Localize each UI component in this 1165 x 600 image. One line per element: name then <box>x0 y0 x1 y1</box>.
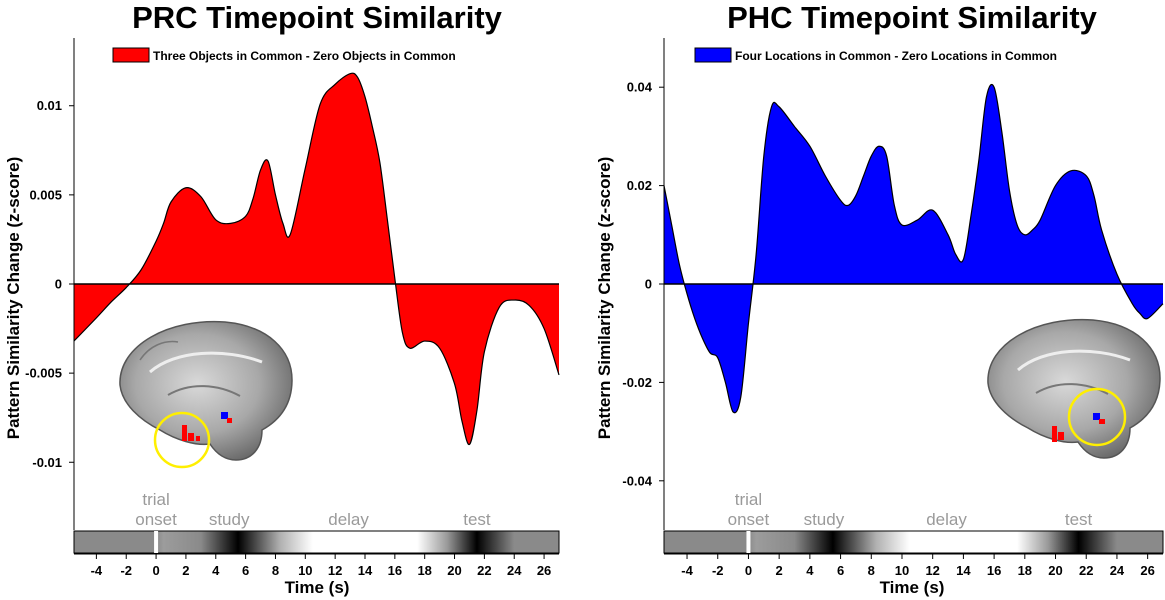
prc-y-tick-label: -0.01 <box>32 455 62 470</box>
prc-x-tick-label: 26 <box>537 563 551 578</box>
prc-legend-label: Three Objects in Common - Zero Objects i… <box>153 49 456 63</box>
prc-x-tick-label: 8 <box>272 563 279 578</box>
phc-trial-label: trial <box>735 490 762 509</box>
phc-y-axis-label: Pattern Similarity Change (z-score) <box>595 157 614 439</box>
phc-x-tick-label: 22 <box>1079 563 1093 578</box>
phc-study-label: study <box>804 510 845 529</box>
phc-legend-label: Four Locations in Common - Zero Location… <box>735 49 1057 63</box>
prc-area-layer <box>73 38 560 530</box>
prc-series-line <box>73 72 560 446</box>
prc-chart-title: PRC Timepoint Similarity <box>132 0 503 35</box>
prc-x-tick-label: -4 <box>91 563 103 578</box>
phc-delay-label: delay <box>926 510 967 529</box>
prc-y-axis-label: Pattern Similarity Change (z-score) <box>4 157 23 439</box>
phc-x-tick-label: 24 <box>1110 563 1125 578</box>
prc-x-tick-label: 2 <box>182 563 189 578</box>
phc-y-tick-label: -0.02 <box>622 375 652 390</box>
prc-panel: PRC Timepoint Similarity Pattern Similar… <box>4 0 560 597</box>
prc-study-label: study <box>209 510 250 529</box>
phc-x-tick-label: 16 <box>987 563 1001 578</box>
phc-x-tick-label: 4 <box>806 563 814 578</box>
phc-x-tick-label: 0 <box>745 563 752 578</box>
phc-x-tick-label: -2 <box>712 563 724 578</box>
prc-x-tick-label: 12 <box>328 563 342 578</box>
prc-x-ticks: -4 -2 0 2 4 6 8 10 12 14 16 18 20 22 24 26 <box>74 553 559 578</box>
phc-x-tick-label: 6 <box>837 563 844 578</box>
phc-panel: PHC Timepoint Similarity Pattern Similar… <box>595 0 1164 597</box>
prc-y-tick-label: 0.005 <box>29 187 62 202</box>
prc-x-axis-label: Time (s) <box>285 578 350 597</box>
prc-series-area <box>74 73 559 445</box>
phc-chart-title: PHC Timepoint Similarity <box>727 0 1098 35</box>
prc-x-tick-label: 14 <box>358 563 373 578</box>
prc-x-tick-label: 20 <box>447 563 461 578</box>
phc-series-line <box>663 83 1164 414</box>
prc-x-tick-label: 0 <box>152 563 159 578</box>
phc-brain-inset <box>987 318 1161 459</box>
phc-x-ticks: -4 -2 0 2 4 6 8 10 12 14 16 18 20 22 24 26 <box>664 553 1163 578</box>
phc-legend: Four Locations in Common - Zero Location… <box>694 47 1057 63</box>
prc-legend-swatch <box>112 47 150 63</box>
phc-x-tick-label: 14 <box>956 563 971 578</box>
prc-brain-inset <box>119 320 293 469</box>
prc-x-tick-label: 4 <box>212 563 220 578</box>
prc-x-tick-label: 18 <box>417 563 431 578</box>
phc-legend-swatch <box>694 47 732 63</box>
prc-y-tick-label: -0.005 <box>25 366 62 381</box>
prc-x-tick-label: 22 <box>477 563 491 578</box>
phc-y-ticks: -0.04 -0.02 0 0.02 0.04 <box>622 80 664 488</box>
phc-x-tick-label: 10 <box>895 563 909 578</box>
phc-x-tick-label: 8 <box>868 563 875 578</box>
prc-delay-label: delay <box>328 510 369 529</box>
phc-test-label: test <box>1065 510 1093 529</box>
prc-y-tick-label: 0 <box>55 277 62 292</box>
phc-timeline-gradient <box>663 530 1164 554</box>
prc-x-tick-label: 16 <box>388 563 402 578</box>
phc-x-axis-label: Time (s) <box>880 578 945 597</box>
phc-onset-label: onset <box>728 510 770 529</box>
prc-y-tick-label: 0.01 <box>37 98 62 113</box>
prc-trial-label: trial <box>142 490 169 509</box>
prc-trial-onset-marker <box>154 531 159 553</box>
phc-x-tick-label: 2 <box>776 563 783 578</box>
phc-y-tick-label: -0.04 <box>622 473 652 488</box>
prc-x-tick-label: 24 <box>507 563 522 578</box>
phc-y-tick-label: 0.04 <box>627 80 653 95</box>
phc-series-area <box>664 84 1163 413</box>
prc-test-label: test <box>463 510 491 529</box>
phc-area-layer <box>663 38 1164 530</box>
prc-x-tick-label: -2 <box>120 563 132 578</box>
prc-x-tick-label: 10 <box>298 563 312 578</box>
phc-x-tick-label: 26 <box>1140 563 1154 578</box>
prc-onset-label: onset <box>135 510 177 529</box>
phc-y-tick-label: 0.02 <box>627 178 652 193</box>
phc-x-tick-label: 12 <box>925 563 939 578</box>
phc-y-tick-label: 0 <box>645 277 652 292</box>
prc-legend: Three Objects in Common - Zero Objects i… <box>112 47 456 63</box>
prc-y-ticks: -0.01 -0.005 0 0.005 0.01 <box>25 98 74 470</box>
phc-x-tick-label: 20 <box>1048 563 1062 578</box>
phc-trial-onset-marker <box>746 531 751 553</box>
prc-timeline-gradient <box>73 530 560 554</box>
phc-x-tick-label: 18 <box>1018 563 1032 578</box>
prc-x-tick-label: 6 <box>242 563 249 578</box>
phc-x-tick-label: -4 <box>681 563 693 578</box>
